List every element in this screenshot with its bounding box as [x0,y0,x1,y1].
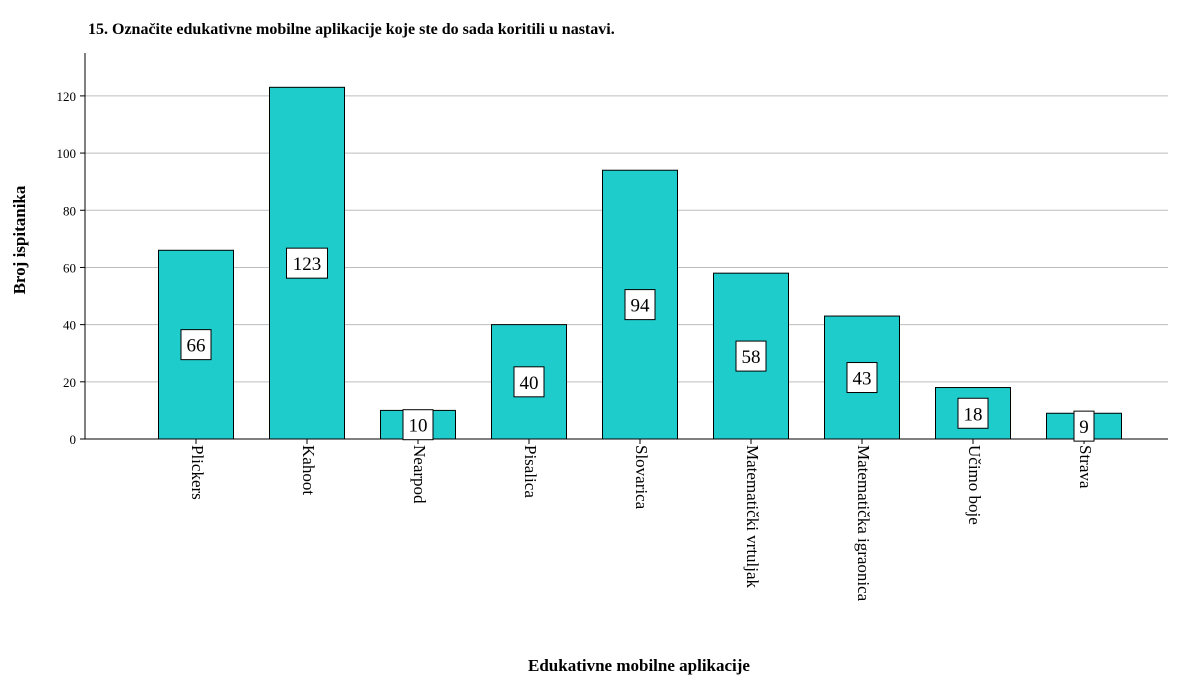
x-tick-label: Kahoot [299,445,318,495]
data-labels: 66 123 10 40 94 58 43 18 9 [180,247,1095,442]
data-label: 9 [1079,417,1089,438]
x-tick-label: Slovarica [632,445,651,510]
data-label-box [735,340,767,372]
y-tick-label: 120 [57,89,77,104]
x-axis-label: Edukativne mobilne aplikacije [528,656,750,675]
x-tick-label: Matematički vrtuljak [743,445,762,589]
x-tick-label: Pisalica [521,445,540,498]
x-tick-label: Strava [1076,445,1095,489]
x-tick-label: Učimo boje [965,445,984,525]
y-tick-label: 0 [70,432,77,447]
chart-title: 15. Označite edukativne mobilne aplikaci… [88,21,615,38]
data-label-box [957,397,989,429]
y-tick-label: 40 [63,318,76,333]
data-label: 123 [293,254,322,275]
data-label: 10 [409,416,428,437]
y-tick-label: 100 [57,146,77,161]
y-tick-label: 60 [63,260,76,275]
x-tick-label: Plickers [188,445,207,500]
data-label: 40 [520,373,539,394]
tick-labels: 0 20 40 60 80 100 120 Plickers Kahoot Nearpod Pisa… [57,89,1096,602]
data-label-box [846,362,878,394]
data-label-box [1073,410,1095,442]
data-label: 66 [187,336,206,357]
x-tick-label: Nearpod [410,445,429,504]
data-label: 43 [853,369,872,390]
bars [158,86,1122,440]
data-label-box [180,329,212,361]
data-label-box [286,247,328,279]
data-label: 18 [964,404,983,425]
data-label-box [624,289,656,321]
data-label-box [402,409,434,441]
data-label: 94 [631,296,651,317]
y-axis-label: Broj ispitanika [10,185,29,294]
y-tick-label: 80 [63,203,76,218]
x-tick-label: Matematička igraonica [854,445,873,602]
y-tick-label: 20 [63,375,76,390]
data-label-box [513,366,545,398]
data-label: 58 [742,347,761,368]
